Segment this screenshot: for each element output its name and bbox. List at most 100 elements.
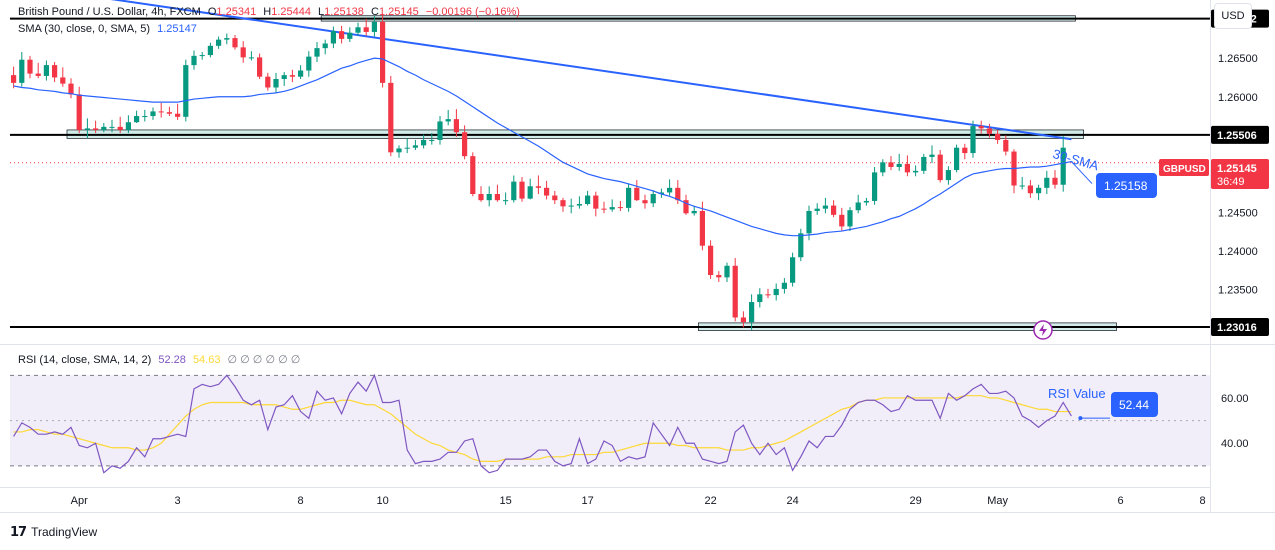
candle-body [691, 210, 697, 214]
candle-body [396, 148, 402, 153]
symbol-tag-text: GBPUSD [1163, 164, 1206, 175]
candle-body [626, 187, 632, 208]
candle-body [511, 181, 517, 201]
candle [60, 67, 66, 87]
candle [257, 53, 263, 80]
candle [19, 51, 25, 87]
candle [207, 42, 213, 58]
candle [896, 153, 902, 171]
candle [732, 258, 738, 322]
candle [453, 109, 459, 137]
candle [945, 166, 951, 185]
candle [552, 190, 558, 205]
candle-body [281, 75, 287, 80]
candle-body [93, 128, 99, 130]
candle [11, 66, 17, 89]
candle [248, 51, 254, 61]
candle-body [855, 202, 861, 211]
candle [1044, 170, 1050, 194]
candle-body [166, 112, 172, 114]
candle [191, 50, 197, 70]
time-tick-9: May [987, 495, 1008, 507]
candle-body [749, 302, 755, 323]
candle [962, 143, 968, 160]
candle-body [544, 187, 550, 196]
candle-body [52, 65, 58, 78]
candle [535, 175, 541, 194]
sma-line [13, 57, 1072, 237]
high-value: 1.25444 [271, 6, 311, 18]
candle [158, 102, 164, 118]
candle [650, 190, 656, 208]
symbol-tag [1159, 159, 1209, 176]
candle [708, 240, 714, 279]
lightning-bolt [1039, 324, 1047, 336]
candle [872, 166, 878, 205]
price-tick-0: 1.26500 [1218, 53, 1258, 65]
candle-body [650, 193, 656, 204]
candle-body [658, 192, 664, 194]
candle-body [388, 82, 394, 153]
candle [1036, 184, 1042, 201]
candle-body [568, 205, 574, 207]
candle [314, 41, 320, 63]
candle [831, 200, 837, 218]
candle [142, 109, 148, 122]
candle [617, 200, 623, 211]
time-tick-5: 17 [581, 495, 593, 507]
candle [27, 55, 33, 79]
candle [634, 180, 640, 201]
rsi-ma-value: 54.63 [192, 354, 221, 366]
candle [503, 192, 509, 205]
candle-body [363, 27, 369, 32]
candle-body [716, 275, 722, 278]
rsi-tick-1: 40.00 [1221, 438, 1249, 450]
candle-body [494, 193, 500, 201]
candle [781, 278, 787, 294]
price-tag [1211, 159, 1269, 189]
symbol-title: British Pound / U.S. Dollar, 4h, FXCM [18, 6, 201, 18]
time-tick-8: 29 [909, 495, 921, 507]
candle-body [347, 32, 353, 39]
candle [363, 18, 369, 36]
currency-button[interactable]: USD [1214, 3, 1252, 29]
candle [937, 150, 943, 183]
candle-body [183, 65, 189, 117]
candle-body [158, 111, 164, 113]
candle-body [265, 76, 271, 88]
candle [576, 196, 582, 209]
candle-body [232, 38, 238, 48]
candle-body [642, 200, 648, 204]
candle-body [453, 119, 459, 133]
candle-body [822, 205, 828, 209]
candle-body [207, 45, 213, 56]
candle [1027, 180, 1033, 198]
candle-body [60, 77, 66, 84]
time-tick-11: 8 [1200, 495, 1206, 507]
candle [667, 179, 673, 196]
candle-body [904, 163, 910, 173]
candle [125, 115, 131, 134]
candle-body [634, 187, 640, 201]
tradingview-branding[interactable]: 𝟭𝟳 TradingView [10, 524, 97, 540]
rsi-tick-0: 60.00 [1221, 393, 1249, 405]
candle [76, 86, 82, 134]
candle [68, 78, 74, 99]
candle [322, 39, 328, 55]
candle [306, 51, 312, 77]
candle [84, 118, 90, 139]
candle-body [240, 47, 246, 58]
candle [970, 120, 976, 158]
candle-body [675, 187, 681, 201]
candle-body [667, 187, 673, 193]
candle [289, 69, 295, 83]
price-tag-value: 1.25145 [1217, 163, 1257, 175]
candle [822, 197, 828, 214]
candle-body [27, 59, 33, 74]
candle-body [593, 195, 599, 209]
candle [371, 15, 377, 37]
trendline [110, 0, 1072, 141]
candle [117, 116, 123, 134]
candle [724, 262, 730, 282]
